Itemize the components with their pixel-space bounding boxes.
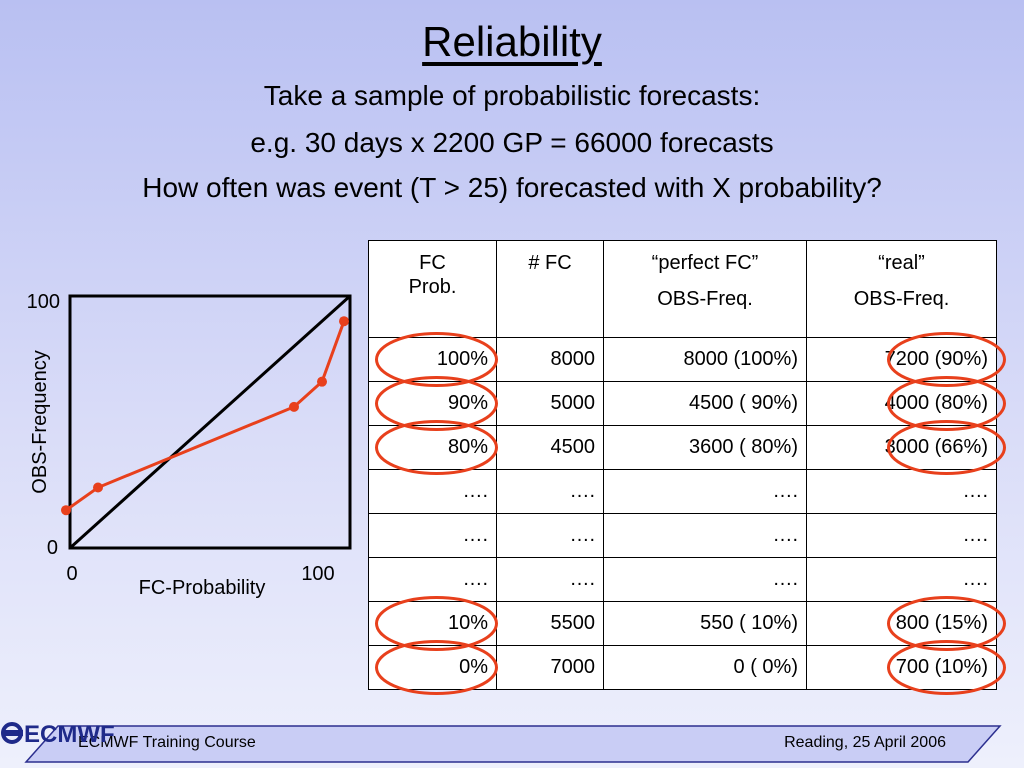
header-fc-prob-line1: FC — [419, 252, 446, 274]
cell-real: 3000 (66%) — [806, 425, 997, 470]
cell-num-fc: 4500 — [496, 425, 604, 470]
observed-frequency-line — [65, 320, 346, 512]
chart-marks — [61, 294, 352, 550]
cell-num-fc: …. — [496, 469, 604, 514]
header-perfect-line2: OBS-Freq. — [657, 288, 753, 310]
table-row: ….….….…. — [368, 557, 997, 602]
cell-num-fc: …. — [496, 557, 604, 602]
cell-real: 7200 (90%) — [806, 337, 997, 382]
data-point — [61, 505, 71, 516]
cell-real: 4000 (80%) — [806, 381, 997, 426]
data-point — [339, 316, 349, 327]
subtitle-line-3: How often was event (T > 25) forecasted … — [142, 172, 882, 203]
footer-band — [24, 725, 1002, 763]
cell-perfect: 550 ( 10%) — [603, 601, 807, 646]
header-fc-prob: FC Prob. — [368, 240, 497, 338]
cell-perfect: …. — [603, 513, 807, 558]
table-row: ….….….…. — [368, 513, 997, 558]
table-row: 10% 5500 550 ( 10%) 800 (15%) — [368, 601, 997, 646]
cell-fc-prob: 10% — [368, 601, 497, 646]
footer-course: ECMWF Training Course — [78, 734, 256, 751]
table-row: 0% 7000 0 ( 0%) 700 (10%) — [368, 645, 997, 690]
header-real-line2: OBS-Freq. — [853, 288, 950, 310]
reliability-chart: 100 0 0 100 FC-Probability OBS-Frequency — [27, 291, 352, 599]
logo-text: ECMWF — [24, 721, 115, 748]
table-header-row: FC Prob. # FC “perfect FC” OBS-Freq. “re… — [368, 240, 997, 338]
reliability-table: FC Prob. # FC “perfect FC” OBS-Freq. “re… — [368, 240, 997, 690]
header-real: “real” OBS-Freq. — [806, 240, 997, 338]
cell-perfect: 4500 ( 90%) — [603, 381, 807, 426]
cell-fc-prob: …. — [368, 469, 497, 514]
cell-fc-prob: 90% — [368, 381, 497, 426]
footer: ECMWF Training Course ECMWF Reading, 25 … — [0, 718, 1024, 768]
y-axis-label: OBS-Frequency — [29, 350, 51, 493]
subtitle-line-1: Take a sample of probabilistic forecasts… — [263, 80, 761, 111]
cell-fc-prob: …. — [368, 513, 497, 558]
slide-title: Reliability — [422, 18, 602, 65]
cell-real: 700 (10%) — [806, 645, 997, 690]
cell-fc-prob: …. — [368, 557, 497, 602]
cell-num-fc: 5000 — [496, 381, 604, 426]
table-row: ….….….…. — [368, 469, 997, 514]
header-num-fc: # FC — [496, 240, 604, 338]
cell-perfect: 0 ( 0%) — [603, 645, 807, 690]
cell-num-fc: 7000 — [496, 645, 604, 690]
cell-real: 800 (15%) — [806, 601, 997, 646]
plot-frame — [68, 294, 352, 550]
header-fc-prob-line2: Prob. — [408, 276, 457, 298]
table-row: 90% 5000 4500 ( 90%) 4000 (80%) — [368, 381, 997, 426]
y-tick-min: 0 — [47, 537, 58, 559]
table-row: 100% 8000 8000 (100%) 7200 (90%) — [368, 337, 997, 382]
header-perfect-line1: “perfect FC” — [651, 252, 759, 274]
cell-real: …. — [806, 513, 997, 558]
x-axis-label: FC-Probability — [139, 577, 266, 599]
data-point — [93, 482, 103, 493]
cell-fc-prob: 100% — [368, 337, 497, 382]
data-point — [317, 376, 327, 387]
cell-real: …. — [806, 469, 997, 514]
x-tick-min: 0 — [66, 563, 77, 585]
perfect-reliability-line — [68, 294, 352, 550]
subtitle-line-2: e.g. 30 days x 2200 GP = 66000 forecasts — [250, 127, 774, 158]
cell-fc-prob: 0% — [368, 645, 497, 690]
x-tick-max: 100 — [301, 563, 334, 585]
table-row: 80% 4500 3600 ( 80%) 3000 (66%) — [368, 425, 997, 470]
header-real-line1: “real” — [878, 252, 925, 274]
cell-fc-prob: 80% — [368, 425, 497, 470]
cell-real: …. — [806, 557, 997, 602]
header-num-fc-label: # FC — [528, 252, 572, 274]
cell-perfect: 3600 ( 80%) — [603, 425, 807, 470]
header-perfect: “perfect FC” OBS-Freq. — [603, 240, 807, 338]
cell-num-fc: …. — [496, 513, 604, 558]
cell-perfect: 8000 (100%) — [603, 337, 807, 382]
footer-date: Reading, 25 April 2006 — [784, 734, 946, 751]
data-point — [289, 401, 299, 412]
cell-num-fc: 5500 — [496, 601, 604, 646]
cell-perfect: …. — [603, 557, 807, 602]
cell-num-fc: 8000 — [496, 337, 604, 382]
ecmwf-logo: ECMWF — [1, 721, 115, 748]
y-tick-max: 100 — [27, 291, 60, 313]
cell-perfect: …. — [603, 469, 807, 514]
